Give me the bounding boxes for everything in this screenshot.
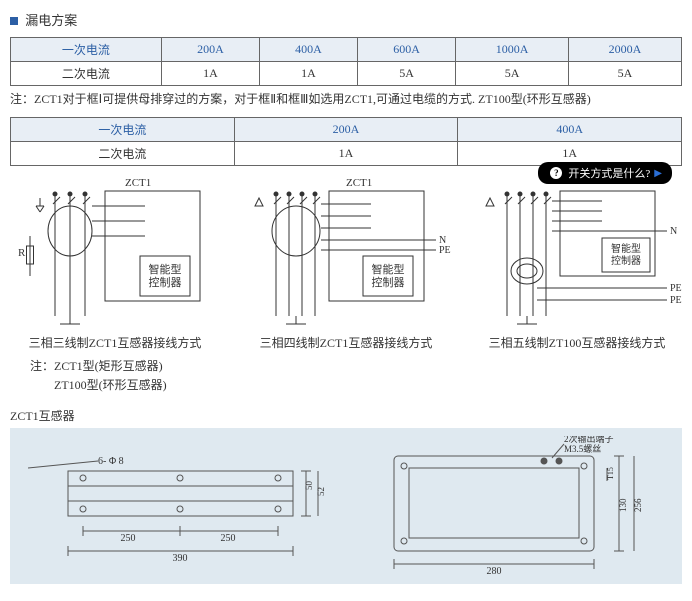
circuit-svg-1: ZCT1 R bbox=[10, 176, 220, 326]
section-title-text: 漏电方案 bbox=[25, 13, 77, 28]
t1-cell: 1A bbox=[259, 62, 357, 86]
t1-col: 1000A bbox=[456, 38, 569, 62]
t1-cell: 1A bbox=[161, 62, 259, 86]
diagram-3-caption: 三相五线制ZT100互感器接线方式 bbox=[472, 334, 682, 351]
note-2b: ZT100型(环形互感器) bbox=[54, 376, 682, 393]
t2-col: 200A bbox=[234, 118, 458, 142]
zct1-subhead: ZCT1互感器 bbox=[10, 407, 682, 424]
t2-row2-label: 二次电流 bbox=[11, 142, 235, 166]
pe-label: PE bbox=[439, 245, 451, 256]
table-1: 一次电流 200A 400A 600A 1000A 2000A 二次电流 1A … bbox=[10, 37, 682, 86]
dim-h1: 50 bbox=[304, 481, 314, 491]
table-2: 一次电流 200A 400A 二次电流 1A 1A bbox=[10, 117, 682, 166]
t1-row2-label: 二次电流 bbox=[11, 62, 162, 86]
controller-label: 控制器 bbox=[149, 275, 182, 289]
t1-col: 400A bbox=[259, 38, 357, 62]
section-title: 漏电方案 bbox=[10, 10, 682, 29]
diagram-2-caption: 三相四线制ZCT1互感器接线方式 bbox=[241, 334, 451, 351]
pe-label: PE bbox=[670, 283, 682, 294]
dim-rh3: 256 bbox=[633, 498, 643, 512]
square-bullet-icon bbox=[10, 17, 18, 25]
t1-row1-label: 一次电流 bbox=[11, 38, 162, 62]
t1-col: 2000A bbox=[569, 38, 682, 62]
dim-rw: 280 bbox=[487, 566, 502, 576]
pen-label: PEN bbox=[670, 295, 682, 306]
controller-label: 控制器 bbox=[372, 275, 405, 289]
t1-cell: 5A bbox=[358, 62, 456, 86]
drawing-left: 6- Φ 8 250 250 390 50 52 bbox=[28, 436, 328, 576]
t1-col: 200A bbox=[161, 38, 259, 62]
t2-row1-label: 一次电流 bbox=[11, 118, 235, 142]
drawing-right: 280 T15 130 256 2次输出端子 M3.5螺丝 bbox=[364, 436, 664, 576]
zct1-label: ZCT1 bbox=[346, 177, 372, 189]
circuit-diagram-1: ZCT1 R bbox=[10, 176, 220, 351]
dim-w1: 250 bbox=[121, 533, 136, 544]
note-2a: 注：ZCT1型(矩形互感器) bbox=[30, 357, 682, 374]
controller-label: 智能型 bbox=[149, 262, 182, 276]
dim-holes: 6- Φ 8 bbox=[98, 456, 124, 467]
dim-rh2: 130 bbox=[618, 498, 628, 512]
dim-w3: 390 bbox=[173, 553, 188, 564]
circuit-diagram-2: ZCT1 bbox=[241, 176, 451, 351]
zct1-label: ZCT1 bbox=[125, 177, 151, 189]
circuit-svg-3: N PE PEN 智能型 控制器 bbox=[472, 176, 682, 326]
note-1: 注：ZCT1对于框Ⅰ可提供母排穿过的方案，对于框Ⅱ和框Ⅲ如选用ZCT1,可通过电… bbox=[10, 90, 682, 107]
controller-label: 智能型 bbox=[372, 262, 405, 276]
controller-label: 智能型 bbox=[611, 242, 641, 255]
diagram-1-caption: 三相三线制ZCT1互感器接线方式 bbox=[10, 334, 220, 351]
t2-cell: 1A bbox=[234, 142, 458, 166]
r-label: R bbox=[18, 247, 26, 259]
dim-w2: 250 bbox=[221, 533, 236, 544]
t1-cell: 5A bbox=[456, 62, 569, 86]
circuit-diagram-3: N PE PEN 智能型 控制器 三相五线制ZT100互感器接线方式 bbox=[472, 176, 682, 351]
circuit-svg-2: ZCT1 bbox=[241, 176, 451, 326]
terminal-label: 2次输出端子 bbox=[564, 436, 614, 444]
terminal-label: M3.5螺丝 bbox=[564, 443, 601, 454]
n-label: N bbox=[670, 226, 677, 237]
t1-col: 600A bbox=[358, 38, 456, 62]
dim-h2: 52 bbox=[316, 487, 326, 496]
t2-col: 400A bbox=[458, 118, 682, 142]
t1-cell: 5A bbox=[569, 62, 682, 86]
technical-drawing-band: 6- Φ 8 250 250 390 50 52 bbox=[10, 428, 682, 584]
dim-rh1: T15 bbox=[606, 467, 615, 480]
controller-label: 控制器 bbox=[611, 254, 641, 267]
circuit-diagrams-row: ? 开关方式是什么? ▶ ZCT1 R bbox=[10, 176, 682, 351]
